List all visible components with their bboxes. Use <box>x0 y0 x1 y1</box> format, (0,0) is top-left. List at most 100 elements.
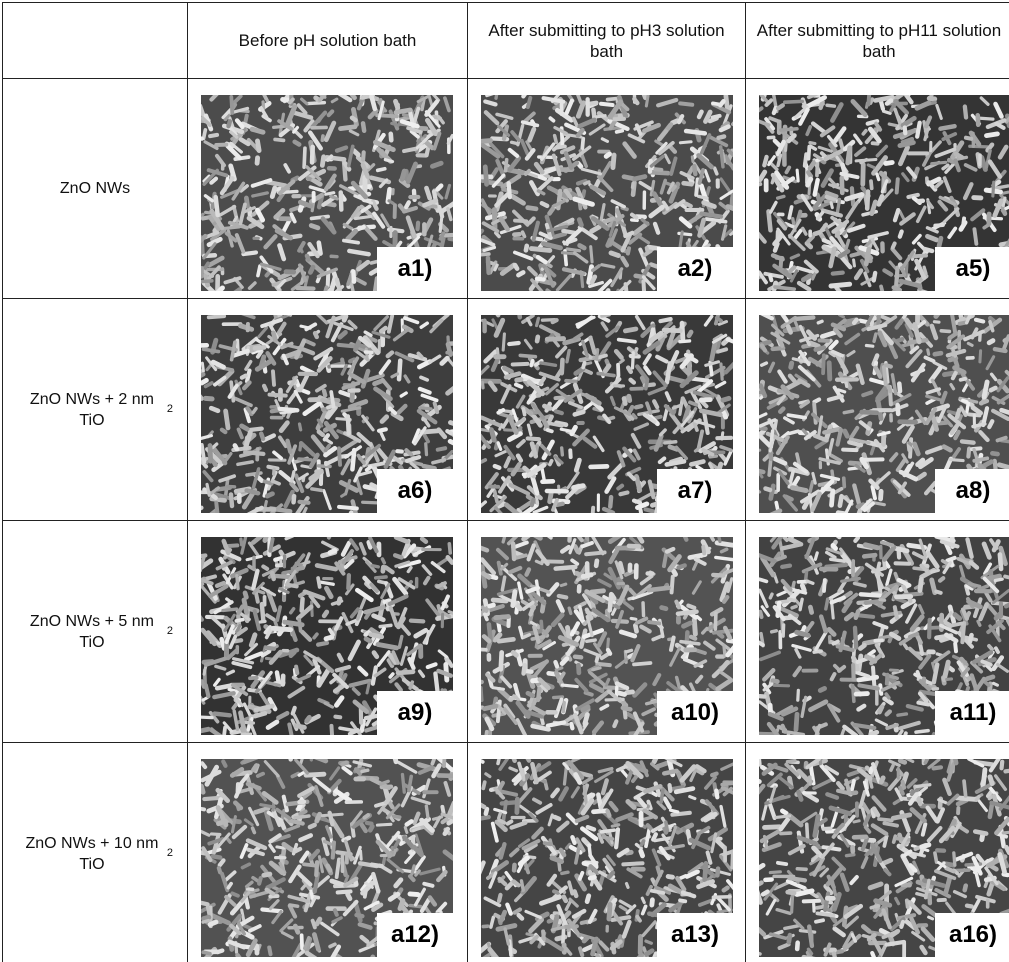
nanowire <box>211 459 227 473</box>
nanowire <box>843 903 864 920</box>
nanowire <box>300 629 313 642</box>
nanowire <box>201 434 213 441</box>
nanowire <box>646 327 655 348</box>
nanowire <box>582 401 594 411</box>
nanowire <box>360 204 372 214</box>
nanowire <box>380 213 390 228</box>
nanowire <box>314 860 320 878</box>
nanowire <box>484 772 492 779</box>
column-header: Before pH solution bath <box>187 2 467 78</box>
nanowire <box>972 650 994 665</box>
nanowire <box>711 101 722 107</box>
row-label-text: ZnO NWs + 5 nm TiO <box>29 612 154 651</box>
nanowire <box>531 220 540 242</box>
nanowire <box>552 814 562 822</box>
nanowire <box>822 578 827 593</box>
nanowire <box>901 849 913 858</box>
nanowire <box>901 172 910 183</box>
nanowire <box>696 379 714 394</box>
nanowire <box>595 353 608 360</box>
nanowire <box>279 918 294 933</box>
nanowire <box>509 820 528 830</box>
nanowire <box>368 632 385 640</box>
nanowire <box>642 122 661 134</box>
nanowire <box>761 762 778 776</box>
nanowire <box>343 839 354 862</box>
nanowire <box>314 916 323 927</box>
nanowire <box>525 95 533 110</box>
nanowire <box>688 400 699 407</box>
nanowire <box>726 577 733 594</box>
nanowire <box>361 414 375 432</box>
nanowire <box>486 622 493 644</box>
nanowire <box>505 902 513 916</box>
nanowire <box>252 344 267 351</box>
nanowire <box>780 563 793 570</box>
nanowire <box>680 410 695 428</box>
nanowire <box>664 759 683 768</box>
nanowire <box>356 259 371 272</box>
nanowire <box>362 813 370 820</box>
nanowire <box>209 496 227 503</box>
nanowire <box>807 340 821 349</box>
nanowire <box>671 403 683 410</box>
nanowire <box>947 331 958 341</box>
nanowire <box>917 576 924 593</box>
nanowire <box>430 759 437 766</box>
nanowire <box>336 342 360 349</box>
nanowire <box>780 706 799 717</box>
nanowire <box>289 607 296 615</box>
nanowire <box>561 894 569 904</box>
nanowire <box>273 207 286 220</box>
nanowire <box>528 812 539 823</box>
nanowire <box>277 119 294 131</box>
nanowire <box>803 430 817 441</box>
nanowire <box>216 865 223 875</box>
nanowire <box>897 729 904 735</box>
nanowire <box>926 348 931 356</box>
nanowire <box>664 546 676 554</box>
column-header: After submitting to pH3 solution bath <box>467 2 745 78</box>
nanowire <box>522 377 544 383</box>
nanowire <box>922 246 935 254</box>
nanowire <box>344 763 352 768</box>
nanowire <box>265 719 280 730</box>
nanowire <box>582 593 594 609</box>
nanowire <box>892 337 906 352</box>
nanowire <box>867 231 889 239</box>
nanowire <box>930 568 940 574</box>
nanowire <box>440 815 452 825</box>
nanowire <box>717 319 729 326</box>
nanowire <box>909 807 927 824</box>
nanowire <box>365 560 377 573</box>
nanowire <box>630 774 639 784</box>
nanowire <box>648 330 664 344</box>
nanowire <box>762 668 776 682</box>
nanowire <box>550 612 565 628</box>
nanowire <box>481 814 491 821</box>
nanowire <box>825 550 837 560</box>
nanowire <box>818 222 828 235</box>
nanowire <box>607 99 624 120</box>
nanowire <box>271 369 276 387</box>
nanowire <box>724 154 733 171</box>
nanowire <box>585 824 597 832</box>
nanowire <box>628 587 637 597</box>
nanowire <box>925 394 944 402</box>
nanowire <box>343 876 359 888</box>
nanowire <box>545 288 552 291</box>
nanowire <box>696 109 704 120</box>
nanowire <box>859 409 880 416</box>
nanowire <box>800 272 814 283</box>
nanowire <box>327 548 338 556</box>
nanowire <box>942 560 952 575</box>
nanowire <box>428 354 442 365</box>
nanowire <box>678 140 693 145</box>
nanowire <box>497 789 519 797</box>
nanowire <box>375 166 387 173</box>
nanowire <box>423 575 431 586</box>
nanowire <box>796 835 819 846</box>
nanowire <box>210 854 223 860</box>
nanowire <box>876 315 881 326</box>
nanowire <box>827 437 835 456</box>
